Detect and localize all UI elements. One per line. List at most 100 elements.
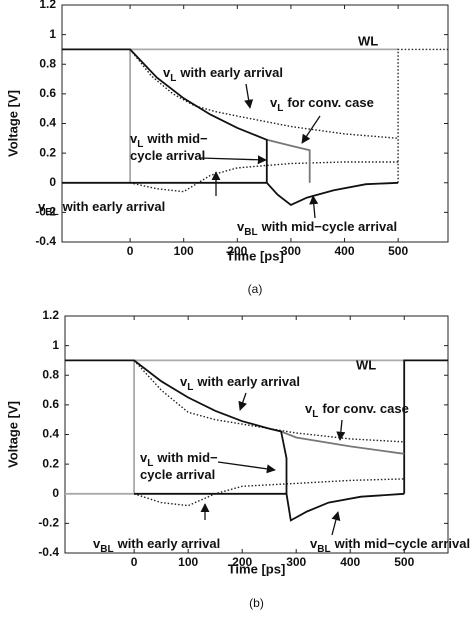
annotation-sub: L xyxy=(147,458,153,469)
annotation-arrow xyxy=(331,511,341,536)
annotation-v: v xyxy=(163,65,171,80)
plot-frame xyxy=(64,315,449,554)
x-tick-label: 500 xyxy=(394,555,414,569)
x-tick-label: 300 xyxy=(286,555,306,569)
annotation-text: with mid− xyxy=(146,131,208,146)
y-tick-label: 0.2 xyxy=(39,145,56,159)
annotation-sub: L xyxy=(170,73,176,84)
x-axis-label: Time [ps] xyxy=(226,248,284,263)
y-tick-label: 0.6 xyxy=(42,397,59,411)
annotation-arrow xyxy=(217,461,276,474)
series-line xyxy=(134,492,405,522)
annotation: vL with early arrival xyxy=(180,374,300,392)
series-line xyxy=(133,359,405,443)
annotation-v: v xyxy=(38,199,46,214)
annotation-arrow xyxy=(336,419,346,441)
annotation-text: with early arrival xyxy=(117,536,221,551)
annotation-sub: BL xyxy=(317,544,330,555)
series-line xyxy=(65,359,405,495)
annotation-arrow xyxy=(301,115,321,144)
annotation: vBL with mid−cycle arrival xyxy=(237,219,397,237)
annotation: vL for conv. case xyxy=(305,401,409,419)
y-tick-label: 0 xyxy=(49,175,56,189)
y-tick-label: 0.4 xyxy=(42,427,59,441)
series-line xyxy=(62,48,268,183)
y-tick-label: -0.4 xyxy=(38,545,59,559)
annotation-sub: L xyxy=(277,103,283,114)
y-tick-label: -0.2 xyxy=(35,205,56,219)
annotation-text: cycle arrival xyxy=(130,148,205,163)
y-tick-label: 1.2 xyxy=(42,308,59,322)
y-axis-label: Voltage [V] xyxy=(5,401,20,468)
x-tick-label: 200 xyxy=(227,244,247,258)
y-axis-label: Voltage [V] xyxy=(5,90,20,157)
y-tick-label: -0.2 xyxy=(38,516,59,530)
series-line xyxy=(62,181,399,207)
series-line xyxy=(280,430,405,455)
x-tick-label: 400 xyxy=(340,555,360,569)
annotation-text: for conv. case xyxy=(287,95,373,110)
y-tick-label: 0.6 xyxy=(39,86,56,100)
annotation-arrow xyxy=(309,195,319,219)
y-tick-label: 1 xyxy=(52,338,59,352)
x-tick-label: 0 xyxy=(127,244,134,258)
x-tick-label: 0 xyxy=(131,555,138,569)
series-line xyxy=(266,138,311,183)
annotation-arrow xyxy=(238,392,248,411)
series-line xyxy=(129,161,399,193)
annotation-sub: BL xyxy=(244,227,257,238)
x-tick-label: 200 xyxy=(232,555,252,569)
y-tick-label: 0.8 xyxy=(42,367,59,381)
annotation: vBL with mid−cycle arrival xyxy=(310,536,470,554)
annotation-text: with mid−cycle arrival xyxy=(261,219,397,234)
annotation-arrow xyxy=(199,155,267,165)
y-tick-label: 0.2 xyxy=(42,456,59,470)
x-tick-label: 400 xyxy=(335,244,355,258)
series-line xyxy=(65,359,288,494)
annotation: vBL with early arrival xyxy=(38,199,165,217)
annotation: vL with mid− xyxy=(140,450,218,468)
y-tick-label: 0.4 xyxy=(39,116,56,130)
x-tick-label: 500 xyxy=(388,244,408,258)
wl-label: WL xyxy=(356,357,376,372)
x-axis-label: Time [ps] xyxy=(228,561,286,576)
annotation-sub: L xyxy=(312,409,318,420)
annotation-v: v xyxy=(270,95,278,110)
annotation-text: with mid− xyxy=(156,450,218,465)
series-line xyxy=(129,48,399,139)
x-tick-label: 300 xyxy=(281,244,301,258)
annotation-v: v xyxy=(130,131,138,146)
annotation: vBL with early arrival xyxy=(93,536,220,554)
y-tick-label: -0.4 xyxy=(35,234,56,248)
x-tick-label: 100 xyxy=(178,555,198,569)
x-tick-label: 100 xyxy=(174,244,194,258)
annotation-v: v xyxy=(237,219,245,234)
annotation: cycle arrival xyxy=(140,467,215,482)
annotation: vL for conv. case xyxy=(270,95,374,113)
y-tick-label: 1.2 xyxy=(39,0,56,11)
annotation-v: v xyxy=(310,536,318,551)
annotation-sub: L xyxy=(137,139,143,150)
series-line xyxy=(397,48,448,183)
annotation-sub: BL xyxy=(45,207,58,218)
annotation-text: with mid−cycle arrival xyxy=(334,536,470,551)
annotation: cycle arrival xyxy=(130,148,205,163)
caption: (b) xyxy=(249,596,264,610)
series-line xyxy=(403,359,448,494)
y-tick-label: 0 xyxy=(52,486,59,500)
annotation-v: v xyxy=(305,401,313,416)
annotation: vL with early arrival xyxy=(163,65,283,83)
series-line xyxy=(133,478,405,507)
annotation-v: v xyxy=(93,536,101,551)
y-tick-label: 0.8 xyxy=(39,56,56,70)
wl-label: WL xyxy=(358,33,378,48)
annotation-sub: L xyxy=(187,382,193,393)
annotation-text: with early arrival xyxy=(179,65,283,80)
annotation-v: v xyxy=(140,450,148,465)
annotation-arrow xyxy=(244,83,254,109)
annotation-text: for conv. case xyxy=(322,401,408,416)
annotation-text: cycle arrival xyxy=(140,467,215,482)
annotation-text: with early arrival xyxy=(62,199,166,214)
caption: (a) xyxy=(248,282,263,296)
